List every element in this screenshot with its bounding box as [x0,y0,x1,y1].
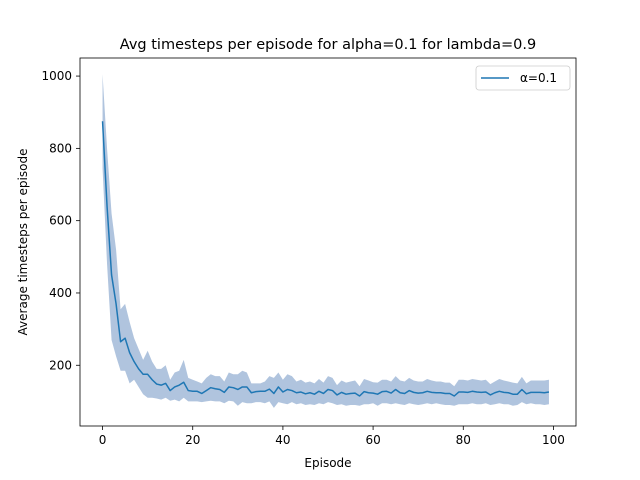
x-tick-label: 40 [275,433,290,447]
x-axis-label: Episode [304,456,351,470]
y-tick-label: 400 [49,286,72,300]
y-tick-label: 1000 [41,69,72,83]
x-tick-label: 20 [185,433,200,447]
y-axis-label: Average timesteps per episode [16,149,30,336]
series-line-layer [101,121,550,397]
y-axis-ticks: 200 400 600 800 1000 [41,69,80,372]
x-tick-label: 80 [456,433,471,447]
legend-entry-label: α=0.1 [520,71,557,85]
y-tick-label: 800 [49,141,72,155]
y-tick-label: 600 [49,214,72,228]
legend: α=0.1 [475,65,571,91]
y-tick-label: 200 [49,358,72,372]
x-axis-ticks: 0 20 40 60 80 100 [99,426,565,447]
x-tick-label: 100 [542,433,565,447]
x-tick-label: 0 [99,433,107,447]
plot-area-frame [79,57,577,427]
chart-title: Avg timesteps per episode for alpha=0.1 … [120,37,536,53]
x-tick-label: 60 [365,433,380,447]
series-line [101,121,550,397]
legend-box [475,65,571,91]
